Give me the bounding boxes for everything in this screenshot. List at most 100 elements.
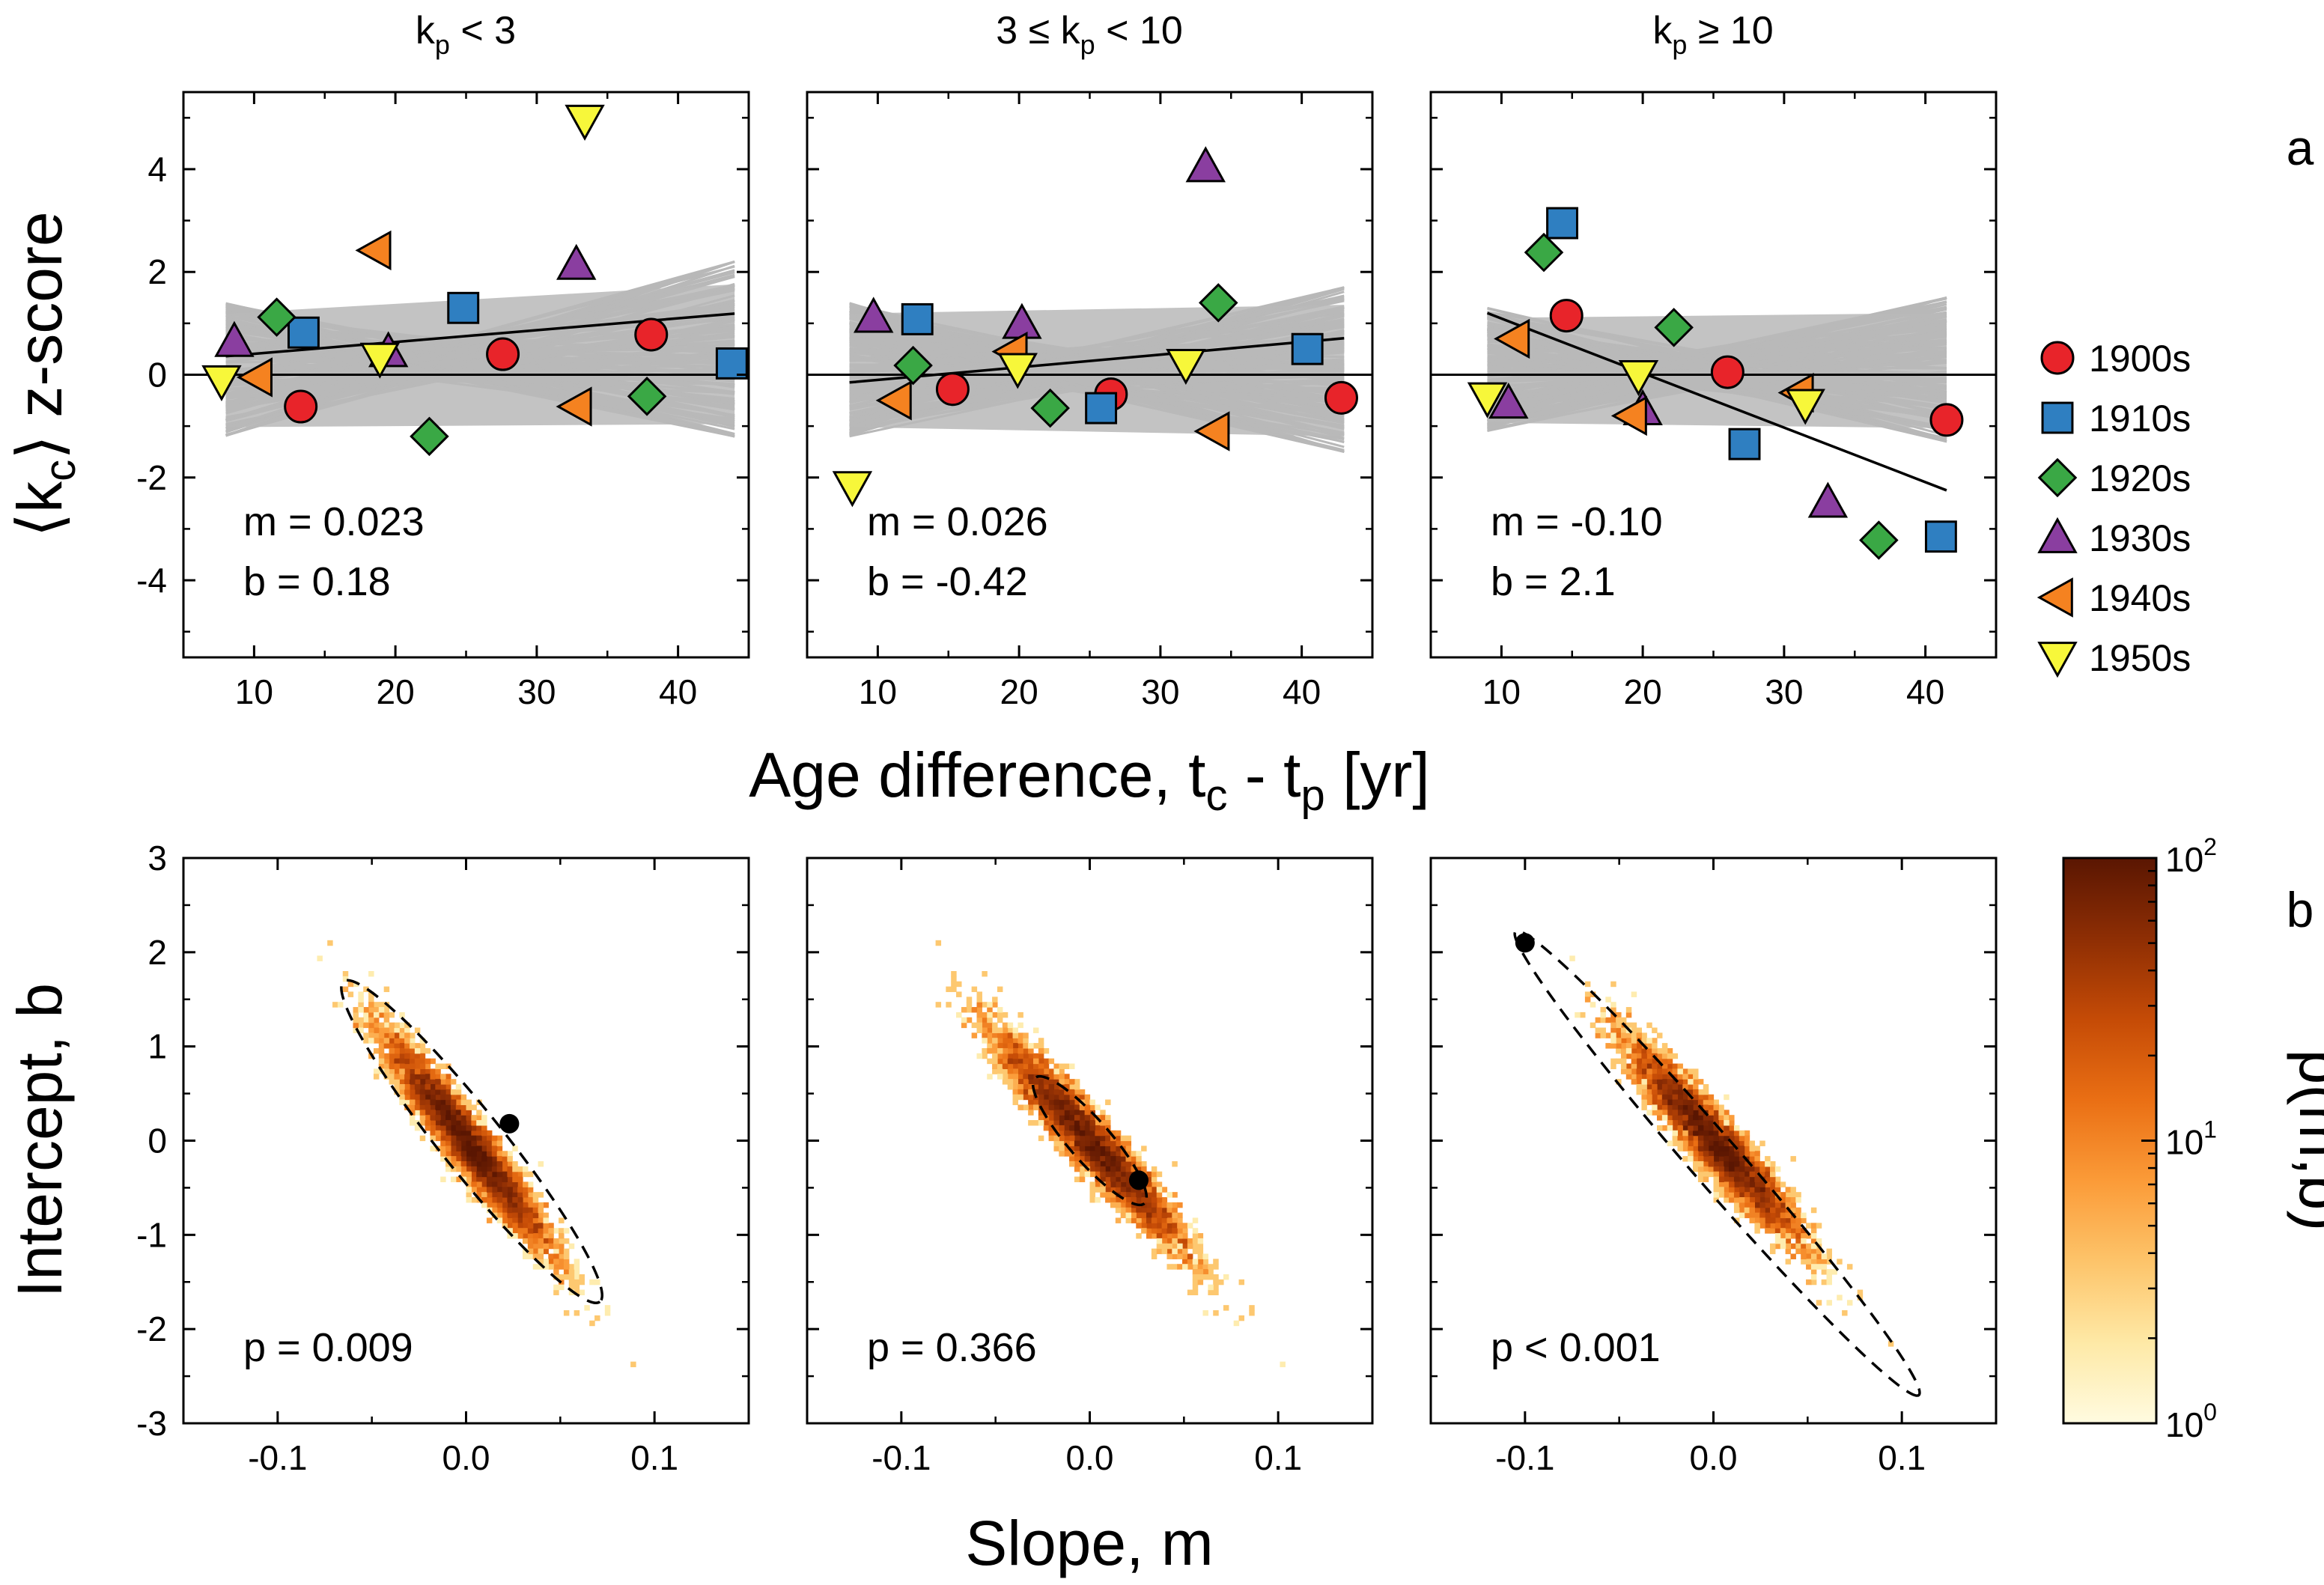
density-cell xyxy=(548,1223,554,1229)
density-cell xyxy=(512,1160,518,1167)
density-cell xyxy=(1084,1130,1091,1137)
density-cell xyxy=(368,1002,374,1008)
density-cell xyxy=(410,1104,416,1110)
density-cell xyxy=(389,1043,395,1049)
density-cell xyxy=(1631,1038,1637,1044)
density-cell xyxy=(1646,1022,1652,1029)
density-cell xyxy=(502,1207,508,1214)
density-cell xyxy=(1810,1264,1817,1270)
density-cell xyxy=(425,1047,431,1054)
density-cell xyxy=(496,1160,503,1167)
density-cell xyxy=(1089,1151,1095,1157)
bottom-x-axis-label: Slope, m xyxy=(965,1508,1214,1578)
density-cell xyxy=(1017,1047,1023,1054)
density-cell xyxy=(1801,1248,1807,1255)
density-cell xyxy=(1718,1104,1724,1110)
density-cell xyxy=(548,1264,554,1270)
density-cell xyxy=(1810,1238,1817,1244)
density-cell xyxy=(1048,1125,1055,1131)
density-cell xyxy=(1729,1187,1735,1193)
density-cell xyxy=(1774,1238,1781,1244)
density-cell xyxy=(1765,1217,1771,1223)
density-cell xyxy=(445,1166,451,1172)
density-cell xyxy=(1120,1160,1127,1167)
density-cell xyxy=(1806,1248,1812,1255)
density-cell xyxy=(1012,1038,1019,1044)
density-cell xyxy=(466,1130,472,1137)
legend-marker-1900s xyxy=(2040,341,2075,375)
density-cell xyxy=(502,1197,508,1203)
density-cell xyxy=(1780,1228,1786,1234)
density-cell xyxy=(1657,1047,1663,1054)
density-cell xyxy=(455,1140,462,1146)
density-cell xyxy=(997,1058,1003,1065)
density-cell xyxy=(1724,1120,1730,1126)
density-cell xyxy=(1677,1074,1683,1080)
density-cell xyxy=(1641,1032,1647,1038)
density-cell xyxy=(1136,1217,1142,1223)
density-cell xyxy=(1631,1022,1637,1029)
density-cell xyxy=(481,1120,487,1126)
density-cell xyxy=(1023,1068,1029,1074)
density-cell xyxy=(399,1047,405,1054)
density-cell xyxy=(1280,1361,1286,1368)
y-tick-label: 4 xyxy=(147,150,167,189)
density-cell xyxy=(532,1238,539,1244)
density-cell xyxy=(363,1032,369,1038)
density-cell xyxy=(1105,1120,1111,1126)
density-cell xyxy=(1084,1094,1091,1101)
density-cell xyxy=(1806,1264,1812,1270)
density-cell xyxy=(538,1243,544,1250)
data-point-1930s xyxy=(556,243,597,280)
density-cell xyxy=(486,1140,493,1146)
density-cell xyxy=(460,1115,467,1121)
density-cell xyxy=(1074,1115,1080,1121)
density-cell xyxy=(471,1197,477,1203)
density-cell xyxy=(512,1187,518,1193)
density-cell xyxy=(1166,1264,1172,1270)
density-cell xyxy=(1708,1151,1715,1157)
density-cell xyxy=(476,1120,482,1126)
density-cell xyxy=(1192,1259,1199,1265)
density-cell xyxy=(445,1151,451,1157)
density-cell xyxy=(1857,1289,1864,1296)
density-cell xyxy=(548,1228,554,1234)
density-cell xyxy=(976,1022,982,1029)
density-cell xyxy=(1770,1217,1776,1223)
density-cell xyxy=(410,1063,416,1070)
density-cell xyxy=(527,1248,534,1255)
density-cell xyxy=(1012,1094,1019,1101)
density-cell xyxy=(966,1002,973,1008)
density-cell xyxy=(517,1212,523,1219)
intercept-annotation: b = -0.42 xyxy=(867,559,1028,604)
density-cell xyxy=(1657,1115,1663,1121)
density-cell xyxy=(1625,1038,1632,1044)
density-cell xyxy=(1713,1171,1719,1178)
x-tick-label: 10 xyxy=(1482,672,1521,711)
density-cell xyxy=(1017,1079,1023,1085)
density-cell xyxy=(430,1115,436,1121)
density-cell xyxy=(1620,1053,1627,1059)
density-cell xyxy=(1089,1187,1095,1193)
density-cell xyxy=(1713,1181,1719,1187)
density-cell xyxy=(1197,1248,1204,1255)
density-cell xyxy=(1166,1207,1172,1214)
density-cell xyxy=(1151,1187,1158,1193)
density-cell xyxy=(1831,1269,1837,1275)
density-cell xyxy=(1172,1207,1178,1214)
density-cell xyxy=(1785,1238,1792,1244)
density-cell xyxy=(368,991,374,997)
density-cell xyxy=(1708,1160,1715,1167)
density-cell xyxy=(481,1115,487,1121)
density-cell xyxy=(491,1146,498,1152)
density-cell xyxy=(1713,1120,1719,1126)
density-cell xyxy=(383,1063,390,1070)
density-cell xyxy=(1754,1223,1760,1229)
density-cell xyxy=(1208,1274,1214,1280)
density-cell xyxy=(1043,1125,1050,1131)
density-cell xyxy=(399,1074,405,1080)
density-cell xyxy=(435,1089,441,1095)
density-cell xyxy=(1064,1151,1070,1157)
density-cell xyxy=(1801,1217,1807,1223)
density-cell xyxy=(486,1176,493,1183)
